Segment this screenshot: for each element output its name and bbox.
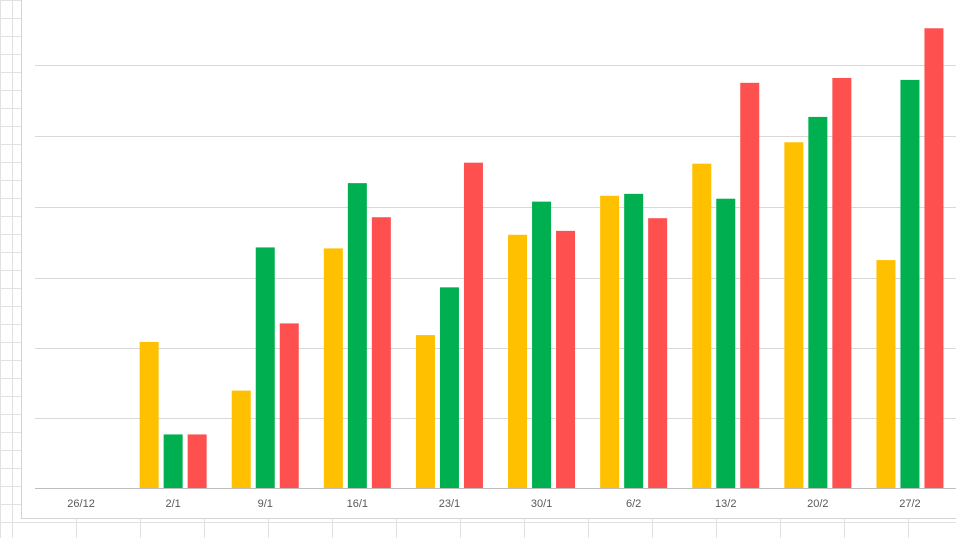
bar-series-1 bbox=[600, 195, 620, 489]
bar-series-2 bbox=[439, 287, 459, 488]
bar-series-2 bbox=[347, 183, 367, 488]
bars bbox=[139, 28, 944, 489]
bar-series-3 bbox=[279, 323, 299, 488]
x-tick-label: 27/2 bbox=[899, 498, 920, 510]
bar-series-1 bbox=[415, 335, 435, 488]
bar-series-3 bbox=[832, 77, 852, 489]
bar-series-2 bbox=[900, 79, 920, 489]
x-tick-label: 26/12 bbox=[67, 498, 95, 510]
bar-series-2 bbox=[716, 198, 736, 489]
bar-series-2 bbox=[532, 201, 552, 489]
bar-series-3 bbox=[648, 218, 668, 488]
bar-series-1 bbox=[876, 260, 896, 488]
bar-series-1 bbox=[508, 234, 528, 488]
bar-series-3 bbox=[463, 162, 483, 488]
bar-series-3 bbox=[556, 230, 576, 488]
x-tick-label: 6/2 bbox=[626, 498, 641, 510]
x-tick-labels: 26/12 2/1 9/1 16/1 23/1 30/1 6/2 13/2 20/2 27/2 bbox=[67, 498, 920, 510]
bar-series-1 bbox=[323, 248, 343, 488]
bar-series-3 bbox=[187, 434, 207, 488]
bar-series-3 bbox=[371, 217, 391, 488]
bar-series-2 bbox=[624, 193, 644, 489]
chart-area[interactable]: 26/12 2/1 9/1 16/1 23/1 30/1 6/2 13/2 20/2 27/2 bbox=[21, 0, 956, 519]
x-tick-label: 23/1 bbox=[439, 498, 460, 510]
bar-series-2 bbox=[255, 247, 275, 488]
x-tick-label: 20/2 bbox=[807, 498, 828, 510]
x-tick-label: 2/1 bbox=[166, 498, 181, 510]
bar-series-1 bbox=[692, 163, 712, 488]
x-tick-label: 30/1 bbox=[531, 498, 552, 510]
bar-series-1 bbox=[784, 142, 804, 489]
x-tick-label: 16/1 bbox=[347, 498, 368, 510]
bar-series-3 bbox=[740, 82, 760, 488]
bar-series-2 bbox=[808, 116, 828, 488]
x-tick-label: 13/2 bbox=[715, 498, 736, 510]
bar-series-2 bbox=[163, 434, 183, 488]
bar-series-1 bbox=[139, 341, 159, 488]
bar-chart: 26/12 2/1 9/1 16/1 23/1 30/1 6/2 13/2 20/2 27/2 bbox=[35, 28, 956, 510]
bar-series-1 bbox=[231, 390, 251, 488]
x-tick-label: 9/1 bbox=[258, 498, 273, 510]
bar-series-3 bbox=[924, 28, 944, 488]
